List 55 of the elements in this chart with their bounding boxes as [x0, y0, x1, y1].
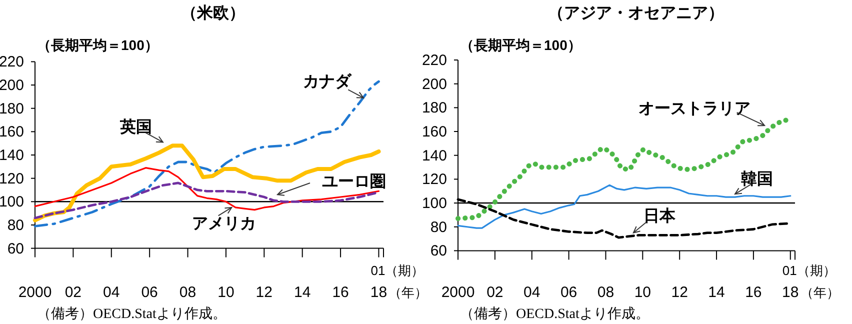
- x-tick-label: 12: [256, 284, 272, 301]
- x-tick-label: 10: [634, 284, 651, 301]
- x-tick-label: 14: [708, 284, 725, 301]
- y-tick-label: 160: [0, 124, 24, 141]
- x-tick-label: 04: [524, 284, 540, 301]
- text: （備考）OECD.Statより作成。: [460, 306, 650, 322]
- chart-title: （米欧）: [181, 4, 245, 22]
- y-tick-label: 60: [7, 240, 24, 258]
- y-tick-label: 60: [430, 242, 447, 260]
- y-tick-label: 120: [0, 170, 24, 188]
- y-tick-label: 220: [422, 52, 447, 69]
- y-axis-title: （長期平均＝100）: [37, 37, 158, 53]
- x-tick-label: 2000: [18, 284, 52, 301]
- x-tick-label: 18: [370, 284, 388, 301]
- x-tick-label: 12: [671, 284, 688, 301]
- y-tick-label: 80: [430, 218, 447, 236]
- x-tick-label: 18: [782, 284, 799, 301]
- text: 01（期）: [782, 263, 836, 278]
- y-tick-label: 140: [422, 147, 447, 164]
- x-tick-label: 06: [560, 284, 578, 301]
- series-label: アメリカ: [192, 216, 256, 233]
- x-axis-title: （年）: [388, 285, 428, 300]
- x-tick-label: 08: [597, 284, 614, 301]
- y-tick-label: 80: [7, 216, 24, 234]
- y-tick-label: 120: [422, 171, 447, 188]
- y-tick-label: 100: [0, 194, 24, 211]
- chart-title: （アジア・オセアニア）: [548, 5, 724, 22]
- x-tick-label: 2000: [441, 284, 475, 301]
- x-tick-label: 16: [332, 284, 349, 301]
- x-tick-label: 08: [179, 284, 196, 301]
- y-tick-label: 200: [422, 76, 447, 93]
- y-tick-label: 180: [422, 100, 447, 117]
- x-tick-label: 06: [141, 284, 158, 301]
- y-tick-label: 220: [0, 54, 24, 71]
- series-label: 韓国: [741, 170, 774, 188]
- series-label: 英国: [119, 118, 152, 136]
- text: （備考）OECD.Statより作成。: [37, 306, 226, 322]
- y-tick-label: 100: [422, 195, 447, 212]
- x-axis-title: （年）: [800, 285, 840, 300]
- series-label: 日本: [643, 206, 676, 225]
- y-tick-label: 180: [0, 100, 24, 118]
- series-label: オーストラリア: [638, 100, 750, 118]
- x-tick-label: 10: [218, 284, 234, 301]
- y-axis-title: （長期平均＝100）: [460, 37, 582, 53]
- x-tick-label: 16: [745, 284, 762, 301]
- y-tick-label: 160: [422, 124, 447, 141]
- x-tick-label: 04: [103, 284, 120, 301]
- text: 01（期）: [370, 263, 424, 278]
- x-tick-label: 02: [486, 284, 504, 301]
- y-tick-label: 200: [0, 77, 24, 94]
- y-tick-label: 140: [0, 147, 24, 164]
- series-label: カナダ: [303, 72, 352, 90]
- x-tick-label: 14: [294, 284, 311, 301]
- x-tick-label: 02: [64, 284, 82, 301]
- series-label: ユーロ圏: [322, 174, 386, 191]
